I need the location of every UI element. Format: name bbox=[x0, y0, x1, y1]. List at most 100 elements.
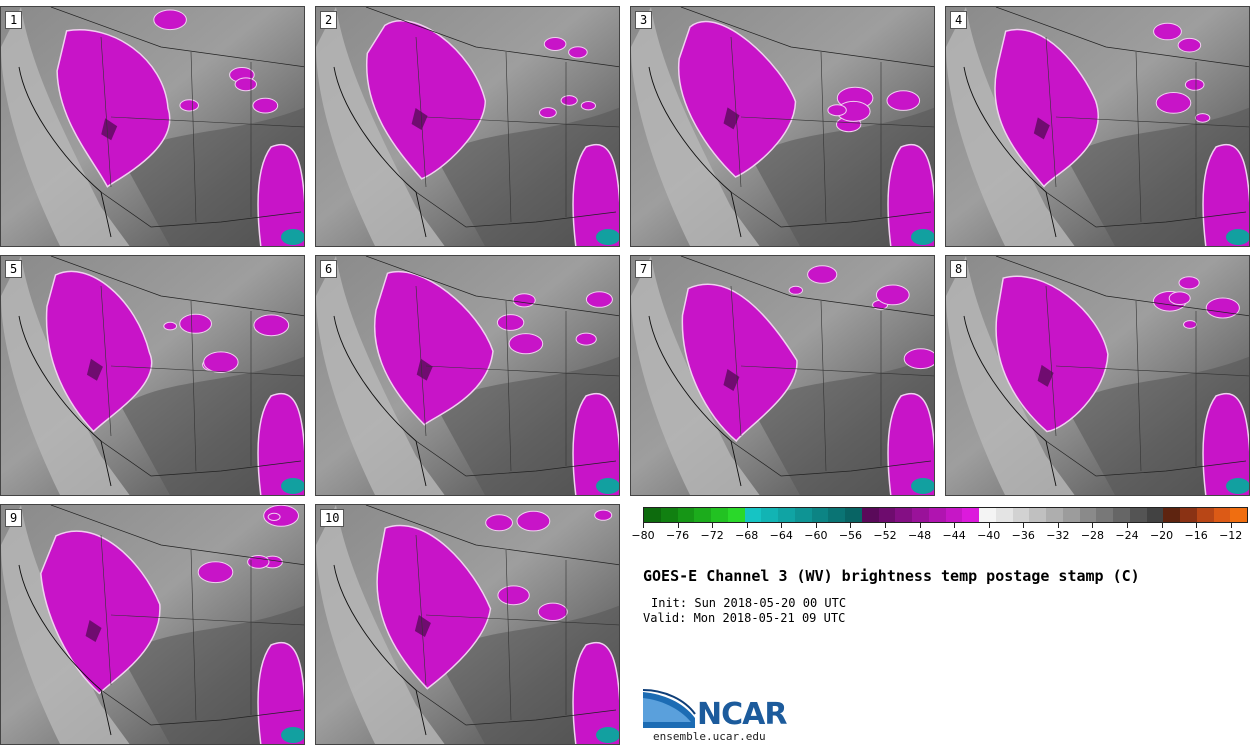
colorbar-segment bbox=[744, 508, 762, 522]
colorbar-tick-label: −32 bbox=[1046, 529, 1070, 542]
map-panel-3: 3 bbox=[630, 6, 935, 247]
colorbar-segment bbox=[979, 508, 996, 522]
colorbar-tick bbox=[954, 523, 956, 528]
colorbar-tick-label: −24 bbox=[1115, 529, 1139, 542]
colorbar-tick-label: −20 bbox=[1149, 529, 1174, 542]
colorbar-segment bbox=[1163, 508, 1180, 522]
map-panel-7: 7 bbox=[630, 255, 935, 496]
colorbar-segment bbox=[878, 508, 896, 522]
chart-title: GOES-E Channel 3 (WV) brightness temp po… bbox=[643, 567, 1140, 585]
colorbar-tick bbox=[1127, 523, 1128, 528]
colorbar-tick bbox=[1196, 523, 1198, 528]
colorbar-segment bbox=[811, 508, 829, 522]
colorbar-tick bbox=[850, 523, 852, 528]
colorbar-segment bbox=[1129, 508, 1147, 522]
colorbar-tick bbox=[1161, 523, 1163, 528]
website-text: ensemble.ucar.edu bbox=[653, 730, 766, 743]
panel-number-label: 6 bbox=[320, 260, 338, 278]
colorbar-segment bbox=[1213, 508, 1231, 522]
colorbar-tick-label: −68 bbox=[735, 529, 759, 542]
ncar-logo-text: NCAR bbox=[697, 697, 787, 732]
colorbar-segment bbox=[644, 508, 661, 522]
panel-number-label: 4 bbox=[950, 11, 968, 29]
colorbar-segment bbox=[1062, 508, 1080, 522]
colorbar-tick-label: −52 bbox=[873, 529, 897, 542]
map-panel-8: 8 bbox=[945, 255, 1250, 496]
colorbar-tick bbox=[643, 523, 644, 528]
colorbar-tick bbox=[1057, 523, 1059, 528]
map-panel-10: 10 bbox=[315, 504, 620, 745]
map-panel-2: 2 bbox=[315, 6, 620, 247]
colorbar-segment bbox=[660, 508, 678, 522]
colorbar-tick bbox=[988, 523, 990, 528]
panel-number-label: 9 bbox=[5, 509, 23, 527]
map-panel-9: 9 bbox=[0, 504, 305, 745]
colorbar-segment bbox=[995, 508, 1013, 522]
colorbar-tick-label: −44 bbox=[942, 529, 966, 542]
colorbar-tick bbox=[677, 523, 679, 528]
ncar-logo-icon bbox=[643, 689, 696, 728]
colorbar-tick-label: −72 bbox=[700, 529, 724, 542]
colorbar-segment bbox=[1196, 508, 1214, 522]
colorbar-tick bbox=[712, 523, 714, 528]
colorbar-tick-label: −40 bbox=[977, 529, 1001, 542]
colorbar-segment bbox=[1079, 508, 1097, 522]
colorbar-tick bbox=[885, 523, 886, 528]
colorbar-segment bbox=[1113, 508, 1130, 522]
panel-number-label: 10 bbox=[320, 509, 345, 527]
valid-time: Valid: Mon 2018-05-21 09 UTC bbox=[643, 611, 846, 625]
colorbar-segment bbox=[912, 508, 929, 522]
colorbar-segment bbox=[1029, 508, 1046, 522]
colorbar-segment bbox=[1230, 508, 1247, 522]
colorbar-tick-label: −48 bbox=[907, 529, 932, 542]
panel-number-label: 3 bbox=[635, 11, 653, 29]
map-panel-4: 4 bbox=[945, 6, 1250, 247]
colorbar-segment bbox=[845, 508, 862, 522]
colorbar-tick bbox=[781, 523, 783, 528]
colorbar-tick bbox=[1230, 523, 1232, 528]
init-time: Init: Sun 2018-05-20 00 UTC bbox=[651, 596, 847, 610]
colorbar-segment bbox=[1046, 508, 1063, 522]
colorbar-segment bbox=[1180, 508, 1197, 522]
colorbar-tick-label: −36 bbox=[1011, 529, 1035, 542]
colorbar-tick-label: −64 bbox=[769, 529, 793, 542]
colorbar-segment bbox=[828, 508, 845, 522]
colorbar-segment bbox=[1012, 508, 1030, 522]
colorbar-tick-label: −80 bbox=[631, 529, 655, 542]
colorbar-tick bbox=[815, 523, 817, 528]
map-panel-6: 6 bbox=[315, 255, 620, 496]
panel-number-label: 7 bbox=[635, 260, 653, 278]
colorbar-segment bbox=[945, 508, 963, 522]
colorbar-segment bbox=[761, 508, 778, 522]
colorbar-tick-label: −12 bbox=[1219, 529, 1243, 542]
colorbar bbox=[643, 507, 1248, 523]
colorbar-segment bbox=[861, 508, 879, 522]
colorbar-tick-label: −60 bbox=[804, 529, 828, 542]
colorbar-tick-label: −76 bbox=[665, 529, 690, 542]
colorbar-segment bbox=[1096, 508, 1113, 522]
colorbar-tick bbox=[1023, 523, 1025, 528]
colorbar-segment bbox=[794, 508, 812, 522]
colorbar-tick-label: −28 bbox=[1080, 529, 1105, 542]
colorbar-tick bbox=[746, 523, 748, 528]
colorbar-segment bbox=[727, 508, 745, 522]
map-panel-1: 1 bbox=[0, 6, 305, 247]
colorbar-tick-label: −16 bbox=[1184, 529, 1208, 542]
map-panel-5: 5 bbox=[0, 255, 305, 496]
colorbar-tick-label: −56 bbox=[838, 529, 863, 542]
colorbar-segment bbox=[928, 508, 946, 522]
colorbar-segment bbox=[694, 508, 711, 522]
colorbar-tick bbox=[1092, 523, 1094, 528]
panel-number-label: 1 bbox=[5, 11, 23, 29]
panel-number-label: 2 bbox=[320, 11, 338, 29]
colorbar-segment bbox=[1146, 508, 1164, 522]
colorbar-tick bbox=[919, 523, 921, 528]
colorbar-segment bbox=[962, 508, 979, 522]
colorbar-segment bbox=[677, 508, 695, 522]
colorbar-segment bbox=[778, 508, 795, 522]
colorbar-segment bbox=[711, 508, 728, 522]
colorbar-segment bbox=[895, 508, 912, 522]
panel-number-label: 8 bbox=[950, 260, 968, 278]
colorbar-ticks: −80 −76 −72 −68 −64 −60 −56 −52 −48 −44 −40 −36 −32−… bbox=[631, 523, 1248, 545]
panel-number-label: 5 bbox=[5, 260, 23, 278]
